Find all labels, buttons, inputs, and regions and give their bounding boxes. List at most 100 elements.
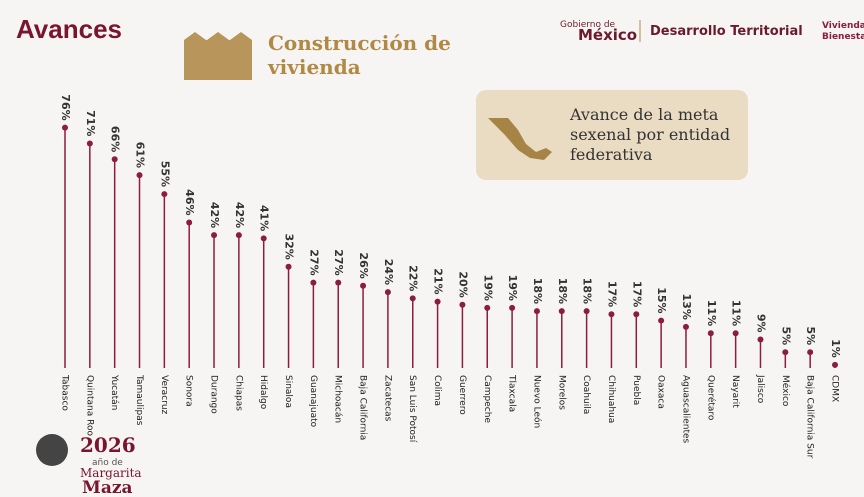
dot — [111, 156, 118, 163]
value-label: 13% — [680, 294, 693, 320]
building-icon — [184, 32, 252, 80]
value-label: 46% — [183, 189, 196, 215]
x-tick-label: Guanajuato — [308, 375, 318, 428]
x-tick-label: Guerrero — [457, 375, 467, 415]
x-tick-label: Baja California Sur — [805, 375, 815, 459]
value-label: 17% — [605, 281, 618, 307]
x-tick-label: Durango — [209, 375, 219, 414]
value-label: 27% — [332, 249, 345, 275]
dot — [285, 263, 292, 270]
dot — [707, 330, 714, 337]
x-tick-label: Campeche — [482, 375, 492, 423]
gov-main: México — [578, 26, 637, 44]
year: 2026 — [80, 433, 136, 457]
x-tick-label: Zacatecas — [382, 375, 392, 422]
dot — [235, 232, 242, 239]
dot — [335, 279, 342, 286]
person: Margarita — [80, 466, 142, 480]
value-label: 18% — [581, 278, 594, 304]
dot — [484, 304, 491, 311]
dot — [459, 301, 466, 308]
value-label: 66% — [109, 126, 122, 152]
value-label: 18% — [531, 278, 544, 304]
x-tick-label: Tamaulipas — [134, 374, 144, 426]
section-title: Avances — [16, 14, 122, 44]
value-label: 41% — [258, 205, 271, 231]
title-line: federativa — [570, 145, 653, 164]
topic-line: vivienda — [267, 55, 361, 79]
topic-line: Construcción de — [268, 31, 451, 55]
dot — [533, 308, 540, 315]
value-label: 5% — [804, 327, 817, 346]
dot — [757, 336, 764, 343]
value-label: 20% — [456, 271, 469, 297]
x-tick-label: San Luis Potosí — [407, 375, 417, 443]
value-label: 32% — [283, 233, 296, 259]
dot — [434, 298, 441, 305]
x-tick-label: Aguascalientes — [680, 375, 690, 444]
value-label: 42% — [208, 202, 221, 228]
dot — [62, 124, 68, 131]
dot — [86, 140, 93, 147]
x-tick-label: Veracruz — [159, 375, 169, 415]
dot — [211, 232, 218, 239]
dot — [384, 289, 391, 296]
value-label: 22% — [407, 265, 420, 291]
value-label: 11% — [730, 300, 743, 326]
x-tick-label: Querétaro — [705, 375, 716, 421]
gov-top: Gobierno de — [560, 20, 616, 30]
ministry: Desarrollo Territorial — [650, 24, 803, 39]
person: Maza — [82, 478, 133, 497]
x-tick-label: Tlaxcala — [507, 374, 517, 412]
x-tick-label: Oaxaca — [656, 375, 666, 409]
x-tick-label: Morelos — [556, 375, 566, 410]
dot — [658, 317, 665, 324]
x-tick-label: CDMX — [830, 375, 840, 402]
dot — [260, 235, 267, 242]
value-label: 17% — [630, 281, 643, 307]
value-label: 5% — [779, 327, 792, 346]
title-line: sexenal por entidad — [570, 125, 730, 144]
chart-title: Avance de la meta sexenal por entidad fede… — [569, 105, 730, 164]
x-tick-label: Sinaloa — [283, 375, 293, 408]
x-tick-label: Tabasco — [60, 374, 70, 411]
dot — [186, 219, 193, 226]
dot — [633, 311, 640, 318]
x-tick-label: Chiapas — [233, 375, 243, 411]
program: Vivienda — [822, 21, 864, 31]
portrait — [36, 434, 68, 466]
x-tick-label: Chihuahua — [606, 375, 616, 423]
x-tick-label: Sonora — [184, 375, 194, 407]
value-label: 27% — [307, 249, 320, 275]
dot — [161, 191, 168, 198]
x-tick-label: Jalisco — [755, 374, 765, 404]
value-label: 18% — [556, 278, 569, 304]
x-tick-label: México — [780, 375, 791, 407]
x-tick-label: Baja California — [358, 375, 368, 440]
x-tick-label: Quintana Roo — [84, 375, 94, 436]
dot — [583, 308, 590, 315]
value-label: 55% — [158, 161, 171, 187]
value-label: 61% — [134, 142, 147, 168]
value-label: 11% — [705, 300, 718, 326]
plot: 76% Tabasco 71% Quintana Roo 66% Yucatán 61% Ta… — [59, 94, 842, 458]
dot — [832, 361, 838, 368]
dot — [682, 323, 689, 330]
value-label: 21% — [432, 268, 445, 294]
value-label: 9% — [754, 314, 767, 333]
dot — [608, 311, 615, 318]
dot — [136, 172, 143, 179]
x-tick-label: Colima — [432, 375, 442, 406]
map-icon — [488, 118, 552, 160]
program: Bienestar — [822, 32, 864, 42]
value-label: 42% — [233, 202, 246, 228]
value-label: 26% — [357, 252, 370, 278]
value-label: 71% — [84, 110, 97, 136]
x-tick-label: Puebla — [631, 375, 641, 405]
dot — [360, 282, 367, 289]
x-tick-label: Yucatán — [109, 374, 119, 410]
value-label: 76% — [59, 94, 72, 120]
value-label: 15% — [655, 287, 668, 313]
x-tick-label: Nuevo León — [531, 375, 542, 428]
